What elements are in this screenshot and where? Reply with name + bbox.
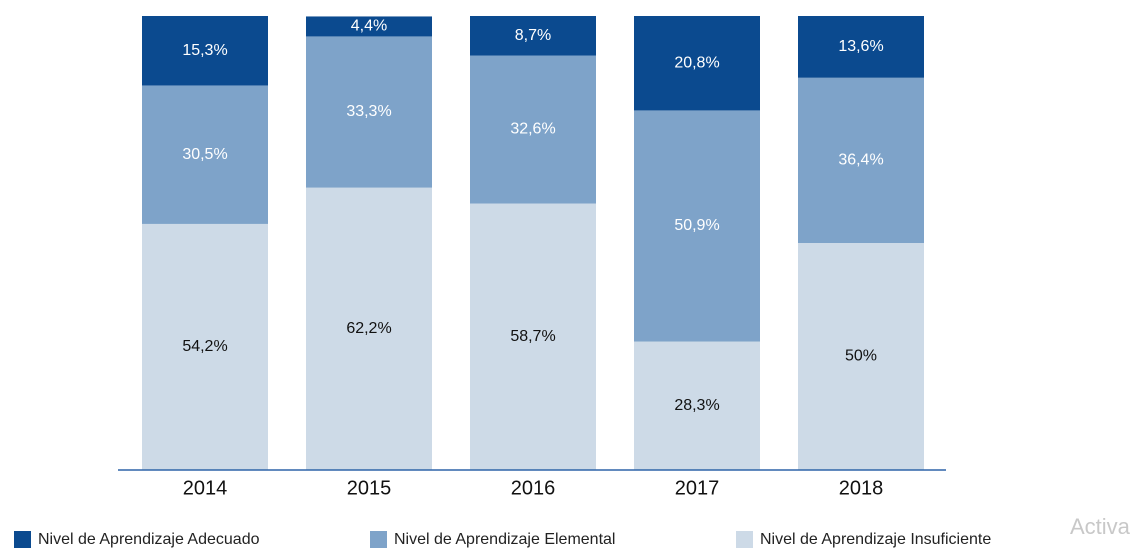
data-label: 54,2% [182, 338, 227, 355]
watermark: Activa [1070, 514, 1131, 539]
data-label: 58,7% [510, 328, 555, 345]
data-label: 62,2% [346, 320, 391, 337]
data-label: 15,3% [182, 42, 227, 59]
bar-segment [142, 223, 268, 470]
data-label: 13,6% [838, 38, 883, 55]
bar-segment [798, 16, 924, 78]
data-label: 28,3% [674, 397, 719, 414]
bar-segment [142, 85, 268, 224]
bar-segment [634, 341, 760, 470]
bar-segment [798, 243, 924, 470]
data-label: 50% [845, 348, 877, 365]
bar-segment [470, 16, 596, 56]
legend-swatch [14, 531, 31, 548]
legend-swatch [370, 531, 387, 548]
legend-swatch [736, 531, 753, 548]
bar-segment [470, 203, 596, 470]
x-tick-label: 2015 [347, 477, 392, 499]
bar-segment [634, 16, 760, 111]
legend-label: Nivel de Aprendizaje Insuficiente [760, 531, 991, 548]
bar-segment [142, 16, 268, 86]
data-label: 20,8% [674, 54, 719, 71]
data-label: 33,3% [346, 103, 391, 120]
x-tick-label: 2018 [839, 477, 884, 499]
legend-label: Nivel de Aprendizaje Elemental [394, 531, 615, 548]
bar-segment [470, 55, 596, 204]
data-label: 50,9% [674, 217, 719, 234]
data-label: 4,4% [351, 18, 387, 35]
data-label: 30,5% [182, 146, 227, 163]
data-label: 8,7% [515, 27, 551, 44]
data-label: 36,4% [838, 152, 883, 169]
bar-segment [306, 36, 432, 188]
x-tick-label: 2014 [183, 477, 228, 499]
bar-segment [634, 110, 760, 342]
x-tick-label: 2017 [675, 477, 720, 499]
bar-segment [306, 16, 432, 37]
x-tick-label: 2016 [511, 477, 556, 499]
data-label: 32,6% [510, 121, 555, 138]
bar-segment [798, 77, 924, 243]
legend-label: Nivel de Aprendizaje Adecuado [38, 531, 260, 548]
bar-segment [306, 187, 432, 470]
